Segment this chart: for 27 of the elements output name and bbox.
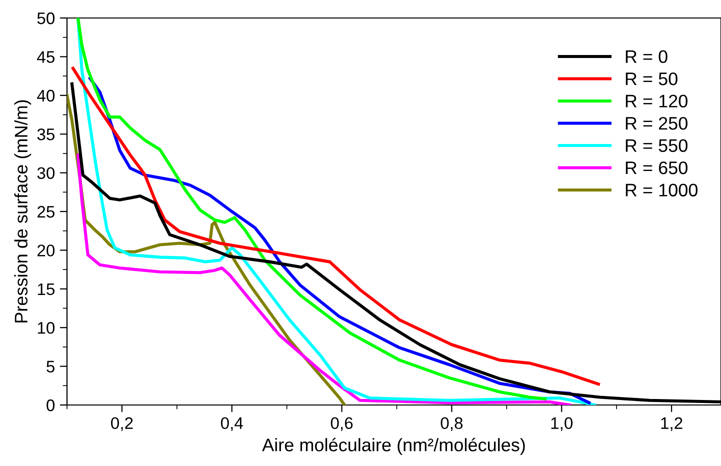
line-series — [76, 153, 572, 405]
x-tick-label: 1,2 — [661, 417, 682, 432]
y-tick-label: 40 — [37, 90, 55, 102]
legend-label: R = 1000 — [626, 184, 698, 196]
y-tick-label: 20 — [37, 244, 55, 256]
legend-label: R = 650 — [626, 161, 688, 174]
y-tick-label: 15 — [38, 283, 54, 296]
y-tick-label: 10 — [38, 322, 55, 334]
legend-label: R = 50 — [626, 72, 678, 86]
x-tick-label: 0,4 — [220, 417, 243, 432]
x-axis-title: Aire moléculaire (nm²/molécules) — [262, 438, 525, 455]
x-tick-label: 0,2 — [111, 417, 133, 432]
y-axis-title: Pression de surface (mN/m) — [14, 100, 32, 322]
legend-label: R = 250 — [626, 116, 688, 130]
y-tick-label: 50 — [37, 12, 55, 24]
y-tick-label: 35 — [37, 128, 54, 140]
legend-label: R = 550 — [626, 139, 688, 152]
y-tick-label: 25 — [37, 206, 54, 218]
x-tick-label: 0,8 — [440, 417, 463, 432]
y-tick-label: 0 — [46, 399, 55, 412]
x-tick-label: 0,6 — [330, 417, 353, 432]
y-tick-label: 30 — [37, 167, 55, 180]
legend-label: R = 0 — [626, 50, 668, 63]
legend-label: R = 120 — [626, 94, 688, 108]
x-tick-label: 1,0 — [551, 417, 573, 432]
y-tick-label: 5 — [46, 360, 54, 373]
y-tick-label: 45 — [37, 51, 54, 63]
